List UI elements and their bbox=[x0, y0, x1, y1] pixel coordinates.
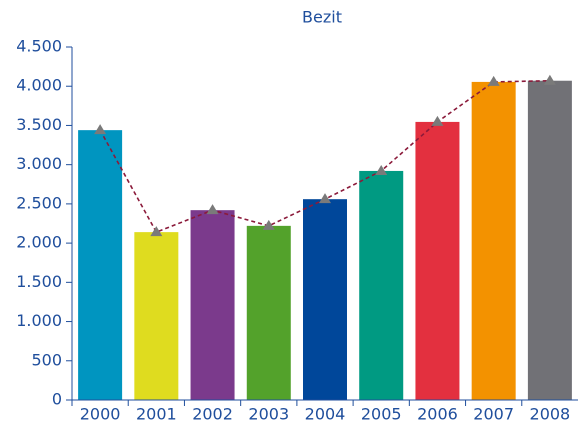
bar bbox=[415, 121, 460, 401]
y-tick-label: 3.500 bbox=[16, 115, 62, 134]
y-tick-label: 0 bbox=[52, 390, 62, 409]
marker bbox=[94, 124, 107, 135]
y-tick-label: 4.500 bbox=[16, 37, 62, 56]
marker bbox=[262, 219, 275, 230]
y-tick-label: 1.500 bbox=[16, 272, 62, 291]
x-tick-label: 2008 bbox=[530, 405, 571, 424]
y-tick-label: 1.000 bbox=[16, 311, 62, 330]
x-tick-label: 2004 bbox=[305, 405, 346, 424]
marker bbox=[150, 226, 163, 237]
bar bbox=[471, 81, 516, 400]
chart-title: Bezit bbox=[302, 8, 342, 27]
x-tick-label: 2003 bbox=[248, 405, 289, 424]
y-tick-label: 2.500 bbox=[16, 193, 62, 212]
bar bbox=[78, 130, 123, 400]
bar bbox=[303, 199, 347, 400]
y-tick-label: 500 bbox=[31, 350, 62, 369]
bar bbox=[134, 232, 179, 400]
bar bbox=[359, 170, 404, 400]
marker bbox=[375, 164, 388, 175]
x-tick-label: 2000 bbox=[80, 405, 121, 424]
marker bbox=[487, 75, 500, 86]
marker bbox=[431, 115, 444, 126]
marker bbox=[543, 74, 556, 85]
x-tick-label: 2005 bbox=[361, 405, 402, 424]
y-tick-label: 2.000 bbox=[16, 233, 62, 252]
x-tick-label: 2001 bbox=[136, 405, 177, 424]
marker bbox=[319, 193, 331, 204]
x-tick-label: 2002 bbox=[192, 405, 233, 424]
x-tick-label: 2007 bbox=[473, 405, 514, 424]
bar bbox=[190, 210, 235, 400]
bar bbox=[527, 80, 572, 400]
bar bbox=[246, 225, 291, 400]
x-tick-label: 2006 bbox=[417, 405, 458, 424]
marker bbox=[206, 204, 219, 215]
y-tick-label: 4.000 bbox=[16, 76, 62, 95]
y-tick-label: 3.000 bbox=[16, 154, 62, 173]
